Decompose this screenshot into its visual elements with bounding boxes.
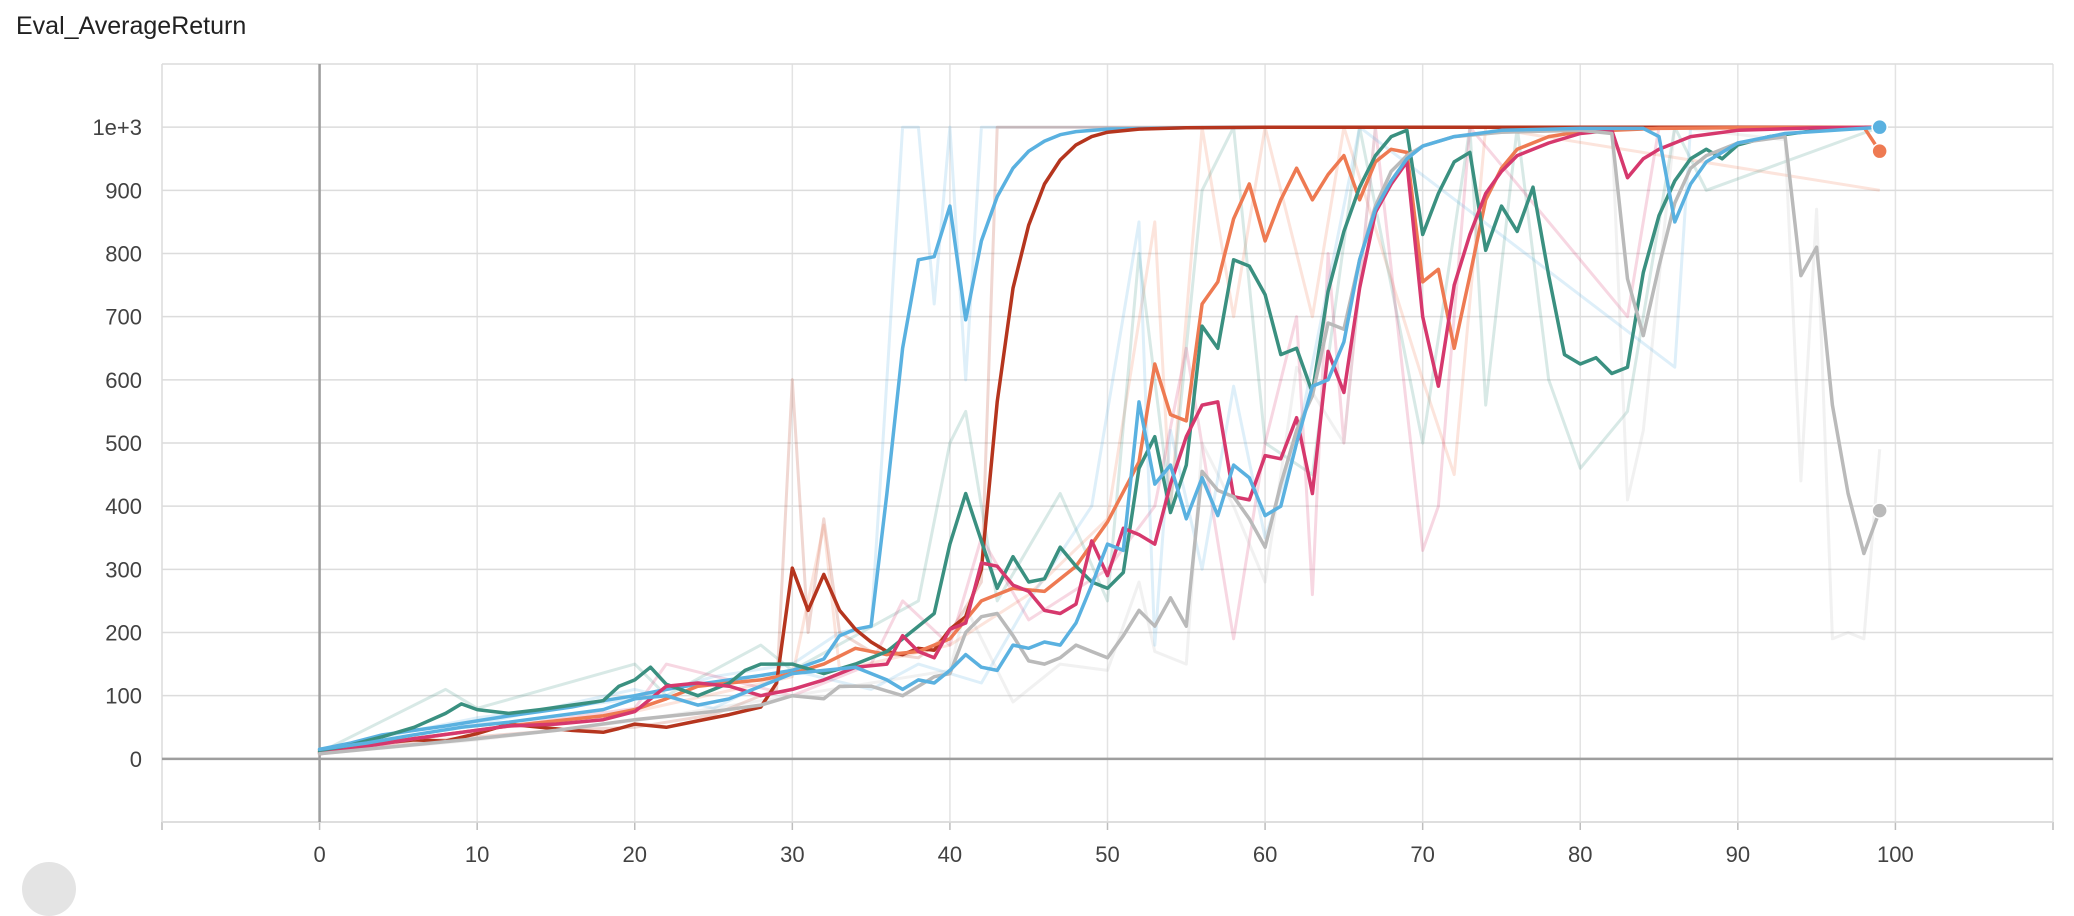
smoothed-series-lines (317, 125, 1882, 756)
x-tick-label: 60 (1253, 842, 1277, 867)
y-tick-label: 700 (105, 305, 142, 330)
y-tick-label: 900 (105, 178, 142, 203)
raw-series-line (319, 125, 1882, 756)
raw-series-line (319, 125, 1880, 753)
raw-series-line (318, 125, 1881, 754)
y-tick-label: 300 (105, 557, 142, 582)
x-tick-label: 90 (1726, 842, 1750, 867)
corner-toggle-icon[interactable] (22, 862, 76, 916)
y-tick-label: 800 (105, 242, 142, 267)
series-line (317, 125, 1882, 754)
axes (162, 64, 2053, 822)
raw-series-line (319, 125, 1880, 754)
y-tick-label: 500 (105, 431, 142, 456)
x-tick-label: 40 (938, 842, 962, 867)
x-tick-label: 70 (1410, 842, 1434, 867)
x-tick-label: 30 (780, 842, 804, 867)
y-tick-label: 200 (105, 621, 142, 646)
x-tick-label: 20 (623, 842, 647, 867)
tick-labels: 0 10 20 30 40 50 60 70 80 90 100 0 100 200 300 400 500 60… (92, 115, 1913, 867)
series-line (317, 128, 1882, 756)
raw-series-line (319, 125, 1880, 754)
y-tick-label: 0 (130, 747, 142, 772)
series-end-marker (1871, 502, 1888, 519)
end-markers (1871, 118, 1888, 519)
series-line (317, 125, 1882, 755)
series-line (317, 125, 1882, 754)
raw-series-line (319, 125, 1880, 756)
y-tick-label: 400 (105, 494, 142, 519)
x-tick-label: 80 (1568, 842, 1592, 867)
raw-series-lines (318, 125, 1882, 756)
chart-title: Eval_AverageReturn (16, 12, 247, 40)
series-end-marker (1871, 142, 1888, 160)
raw-series-line (319, 125, 1880, 753)
x-tick-label: 50 (1095, 842, 1119, 867)
y-tick-label: 1e+3 (92, 115, 142, 140)
x-tick-label: 0 (313, 842, 325, 867)
y-tick-label: 600 (105, 368, 142, 393)
y-tick-label: 100 (105, 684, 142, 709)
x-tick-label: 100 (1877, 842, 1914, 867)
line-chart: 0 10 20 30 40 50 60 70 80 90 100 0 100 200 300 400 500 60… (92, 63, 2054, 867)
x-tick-label: 10 (465, 842, 489, 867)
series-line (317, 125, 1882, 752)
series-line (317, 125, 1882, 756)
series-end-marker (1871, 118, 1888, 136)
